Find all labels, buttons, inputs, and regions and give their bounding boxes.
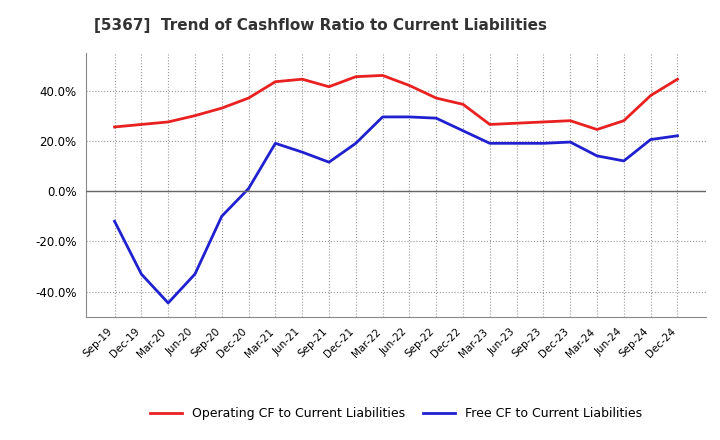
Operating CF to Current Liabilities xyxy=(110,125,119,130)
Operating CF to Current Liabilities xyxy=(673,77,682,82)
Free CF to Current Liabilities xyxy=(298,150,307,155)
Operating CF to Current Liabilities xyxy=(593,127,601,132)
Operating CF to Current Liabilities xyxy=(405,83,414,88)
Free CF to Current Liabilities xyxy=(351,141,360,146)
Free CF to Current Liabilities xyxy=(217,213,226,219)
Operating CF to Current Liabilities xyxy=(378,73,387,78)
Operating CF to Current Liabilities xyxy=(619,118,628,123)
Operating CF to Current Liabilities xyxy=(566,118,575,123)
Operating CF to Current Liabilities xyxy=(459,102,467,107)
Line: Operating CF to Current Liabilities: Operating CF to Current Liabilities xyxy=(114,75,678,129)
Operating CF to Current Liabilities xyxy=(351,74,360,79)
Free CF to Current Liabilities xyxy=(619,158,628,164)
Operating CF to Current Liabilities xyxy=(647,93,655,98)
Operating CF to Current Liabilities xyxy=(271,79,279,84)
Free CF to Current Liabilities xyxy=(459,128,467,133)
Operating CF to Current Liabilities xyxy=(137,122,145,127)
Free CF to Current Liabilities xyxy=(485,141,494,146)
Free CF to Current Liabilities xyxy=(244,186,253,191)
Free CF to Current Liabilities xyxy=(191,271,199,277)
Free CF to Current Liabilities xyxy=(673,133,682,139)
Operating CF to Current Liabilities xyxy=(325,84,333,89)
Text: [5367]  Trend of Cashflow Ratio to Current Liabilities: [5367] Trend of Cashflow Ratio to Curren… xyxy=(94,18,546,33)
Free CF to Current Liabilities xyxy=(164,301,173,306)
Free CF to Current Liabilities xyxy=(378,114,387,120)
Free CF to Current Liabilities xyxy=(566,139,575,145)
Free CF to Current Liabilities xyxy=(593,153,601,158)
Free CF to Current Liabilities xyxy=(325,160,333,165)
Free CF to Current Liabilities xyxy=(271,141,279,146)
Operating CF to Current Liabilities xyxy=(539,119,548,125)
Free CF to Current Liabilities xyxy=(110,219,119,224)
Free CF to Current Liabilities xyxy=(647,137,655,142)
Line: Free CF to Current Liabilities: Free CF to Current Liabilities xyxy=(114,117,678,303)
Operating CF to Current Liabilities xyxy=(217,106,226,111)
Operating CF to Current Liabilities xyxy=(485,122,494,127)
Free CF to Current Liabilities xyxy=(137,271,145,277)
Free CF to Current Liabilities xyxy=(432,116,441,121)
Operating CF to Current Liabilities xyxy=(298,77,307,82)
Free CF to Current Liabilities xyxy=(539,141,548,146)
Operating CF to Current Liabilities xyxy=(432,95,441,101)
Free CF to Current Liabilities xyxy=(513,141,521,146)
Operating CF to Current Liabilities xyxy=(244,95,253,101)
Legend: Operating CF to Current Liabilities, Free CF to Current Liabilities: Operating CF to Current Liabilities, Fre… xyxy=(145,402,647,425)
Free CF to Current Liabilities xyxy=(405,114,414,120)
Operating CF to Current Liabilities xyxy=(513,121,521,126)
Operating CF to Current Liabilities xyxy=(191,113,199,118)
Operating CF to Current Liabilities xyxy=(164,119,173,125)
